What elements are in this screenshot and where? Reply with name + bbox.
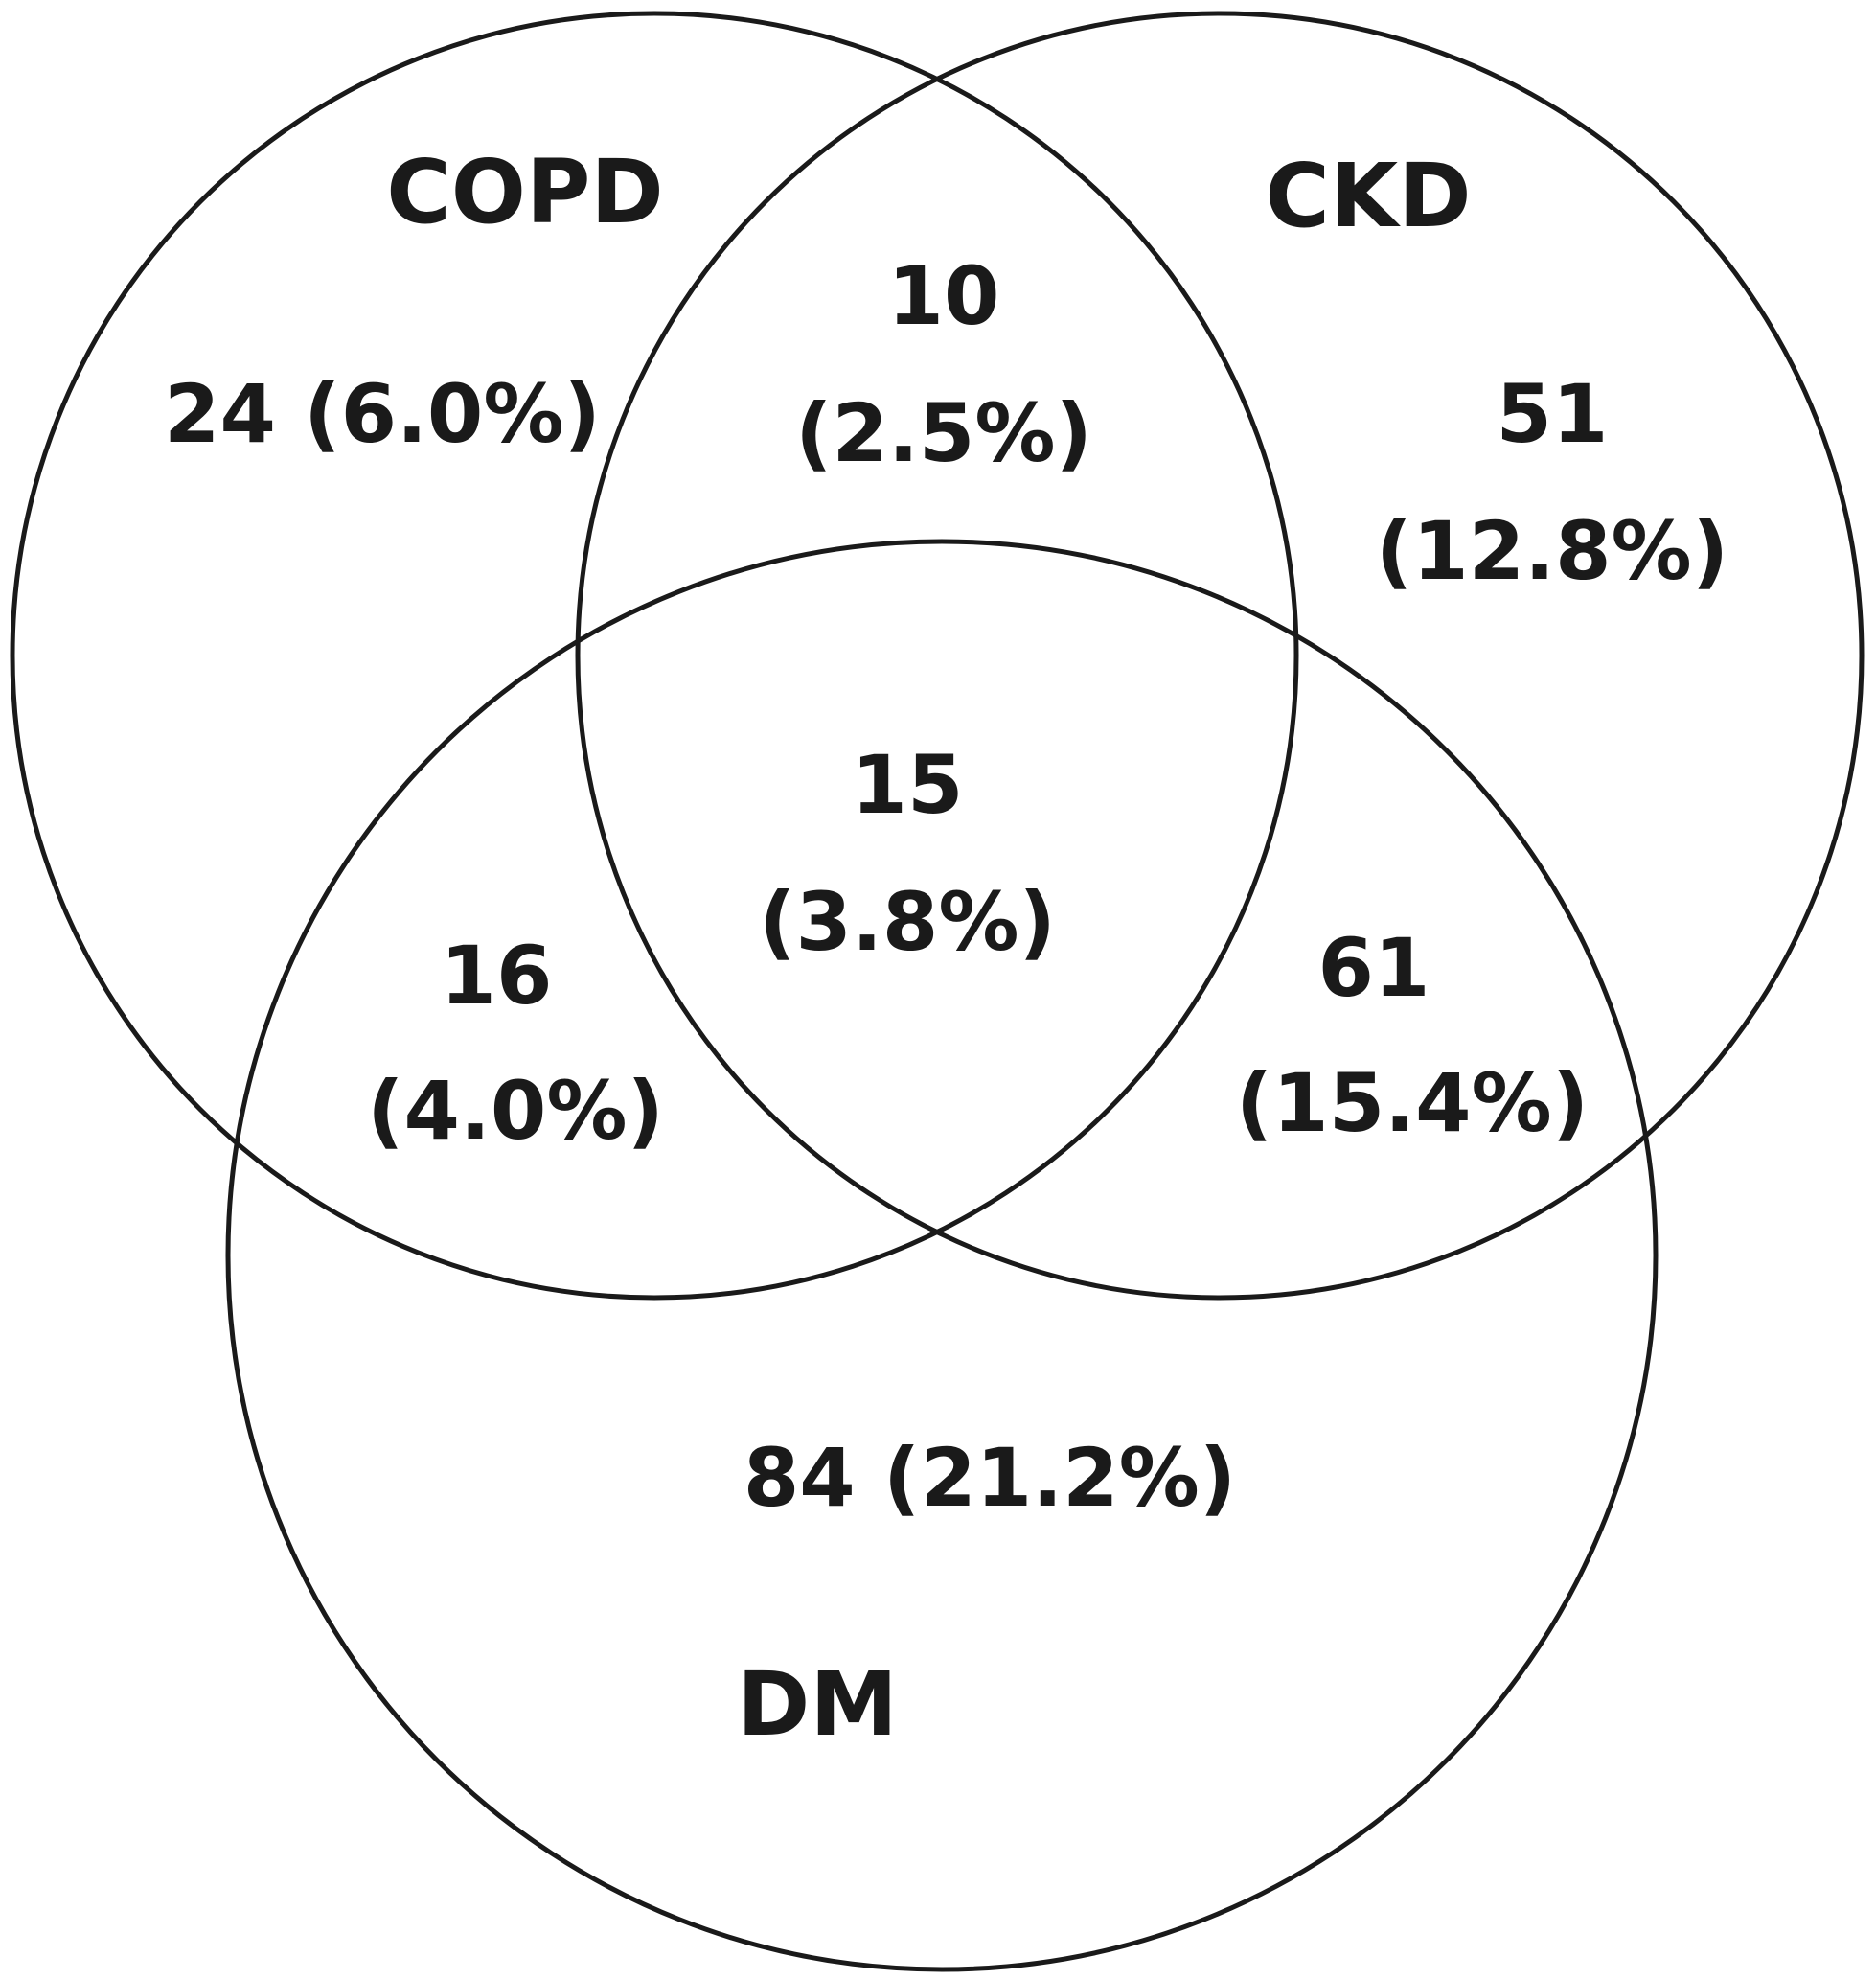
ckd-dm-percent: (15.4%) bbox=[1236, 1056, 1589, 1150]
all-three-count: 15 bbox=[852, 738, 964, 832]
ckd-dm-count: 61 bbox=[1318, 921, 1430, 1015]
copd-only-value: 24 (6.0%) bbox=[164, 367, 601, 461]
copd-ckd-count: 10 bbox=[888, 249, 1000, 343]
dm-only-value: 84 (21.2%) bbox=[744, 1431, 1236, 1525]
copd-ckd-percent: (2.5%) bbox=[795, 386, 1092, 480]
ckd-label: CKD bbox=[1265, 145, 1471, 247]
ckd-only-percent: (12.8%) bbox=[1376, 504, 1728, 598]
copd-dm-count: 16 bbox=[441, 929, 553, 1023]
dm-circle bbox=[225, 539, 1659, 1972]
ckd-circle bbox=[575, 11, 1865, 1301]
ckd-only-count: 51 bbox=[1497, 367, 1609, 461]
copd-dm-percent: (4.0%) bbox=[367, 1064, 664, 1158]
dm-label: DM bbox=[737, 1653, 898, 1756]
copd-circle bbox=[10, 11, 1299, 1301]
all-three-percent: (3.8%) bbox=[759, 875, 1056, 969]
copd-label: COPD bbox=[386, 141, 664, 243]
